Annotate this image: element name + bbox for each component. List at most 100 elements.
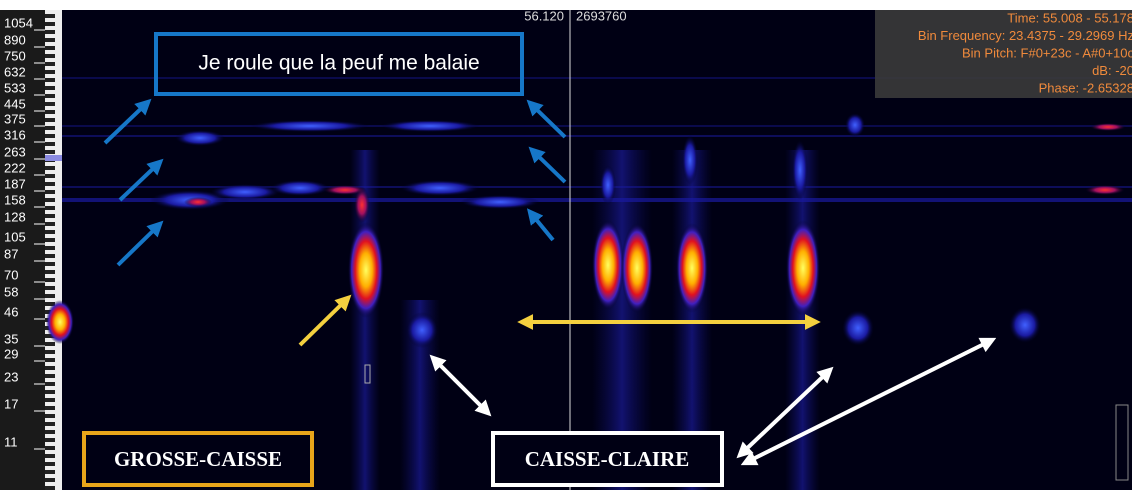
black-key bbox=[45, 462, 55, 466]
black-key bbox=[45, 22, 55, 26]
info-line: Phase: -2.65328 bbox=[1039, 80, 1132, 95]
info-line: Time: 55.008 - 55.178 bbox=[1007, 10, 1132, 25]
piano-keys bbox=[45, 10, 62, 490]
black-key bbox=[45, 374, 55, 378]
info-line: Bin Frequency: 23.4375 - 29.2969 Hz bbox=[918, 28, 1132, 43]
black-key bbox=[45, 246, 55, 250]
black-key bbox=[45, 342, 55, 346]
cursor-time: 56.120 bbox=[524, 8, 564, 23]
black-key bbox=[45, 38, 55, 42]
black-key bbox=[45, 166, 55, 170]
black-key bbox=[45, 14, 55, 18]
black-key bbox=[45, 382, 55, 386]
black-key bbox=[45, 398, 55, 402]
scale-label: 105 bbox=[4, 229, 26, 244]
scale-panel bbox=[0, 10, 45, 490]
scale-label: 46 bbox=[4, 304, 18, 319]
scale-label: 445 bbox=[4, 96, 26, 111]
black-key bbox=[45, 190, 55, 194]
black-key bbox=[45, 270, 55, 274]
black-key bbox=[45, 238, 55, 242]
highlight-key bbox=[45, 155, 62, 161]
black-key bbox=[45, 414, 55, 418]
black-key bbox=[45, 54, 55, 58]
black-key bbox=[45, 62, 55, 66]
kick-label: GROSSE-CAISSE bbox=[114, 447, 282, 471]
scale-label: 533 bbox=[4, 80, 26, 95]
black-key bbox=[45, 94, 55, 98]
black-key bbox=[45, 358, 55, 362]
black-key bbox=[45, 454, 55, 458]
scale-label: 263 bbox=[4, 144, 26, 159]
black-key bbox=[45, 150, 55, 154]
black-key bbox=[45, 110, 55, 114]
scale-label: 890 bbox=[4, 32, 26, 47]
black-key bbox=[45, 350, 55, 354]
black-key bbox=[45, 438, 55, 442]
black-key bbox=[45, 126, 55, 130]
black-key bbox=[45, 302, 55, 306]
info-line: dB: -20 bbox=[1092, 63, 1132, 78]
lyrics-text: Je roule que la peuf me balaie bbox=[198, 52, 479, 75]
lyrics-box bbox=[154, 32, 524, 96]
scrollbar bbox=[1115, 404, 1129, 481]
scale-label: 222 bbox=[4, 160, 26, 175]
white-arrows bbox=[429, 337, 997, 466]
info-lines: Time: 55.008 - 55.178 Bin Frequency: 23.4… bbox=[918, 10, 1132, 95]
black-key bbox=[45, 142, 55, 146]
black-key bbox=[45, 230, 55, 234]
black-key bbox=[45, 470, 55, 474]
black-key bbox=[45, 134, 55, 138]
scale-label: 17 bbox=[4, 396, 18, 411]
black-key bbox=[45, 254, 55, 258]
snare-label: CAISSE-CLAIRE bbox=[525, 447, 690, 471]
black-key bbox=[45, 118, 55, 122]
scale-label: 632 bbox=[4, 64, 26, 79]
snare-box bbox=[491, 431, 724, 487]
black-key bbox=[45, 198, 55, 202]
blue-arrows bbox=[103, 98, 567, 267]
black-key bbox=[45, 78, 55, 82]
top-strip bbox=[0, 0, 1132, 10]
scale-label: 23 bbox=[4, 369, 18, 384]
yellow-arrows bbox=[298, 294, 821, 347]
black-key bbox=[45, 478, 55, 482]
black-key bbox=[45, 214, 55, 218]
black-key bbox=[45, 430, 55, 434]
scale-label: 70 bbox=[4, 267, 18, 282]
scale-label: 1054 bbox=[4, 15, 33, 30]
black-key bbox=[45, 294, 55, 298]
black-key bbox=[45, 30, 55, 34]
scale-label: 29 bbox=[4, 346, 18, 361]
scale-label: 128 bbox=[4, 209, 26, 224]
scale-label: 158 bbox=[4, 192, 26, 207]
black-key bbox=[45, 206, 55, 210]
scale-label: 316 bbox=[4, 127, 26, 142]
black-key bbox=[45, 286, 55, 290]
black-key bbox=[45, 222, 55, 226]
black-key bbox=[45, 278, 55, 282]
black-key bbox=[45, 174, 55, 178]
scale-label: 187 bbox=[4, 176, 26, 191]
black-key bbox=[45, 46, 55, 50]
scale-label: 375 bbox=[4, 111, 26, 126]
black-key bbox=[45, 102, 55, 106]
scale-label: 750 bbox=[4, 48, 26, 63]
info-line: Bin Pitch: F#0+23c - A#0+10c bbox=[962, 45, 1132, 60]
cursor-frame: 2693760 bbox=[576, 8, 627, 23]
black-key bbox=[45, 86, 55, 90]
black-key bbox=[45, 182, 55, 186]
kick-box bbox=[82, 431, 314, 487]
scale-label: 11 bbox=[4, 434, 18, 449]
black-key bbox=[45, 366, 55, 370]
black-key bbox=[45, 406, 55, 410]
scale-label: 87 bbox=[4, 246, 18, 261]
scale-label: 35 bbox=[4, 331, 18, 346]
text-caret bbox=[364, 364, 371, 384]
black-key bbox=[45, 262, 55, 266]
black-key bbox=[45, 70, 55, 74]
black-key bbox=[45, 446, 55, 450]
black-key bbox=[45, 390, 55, 394]
